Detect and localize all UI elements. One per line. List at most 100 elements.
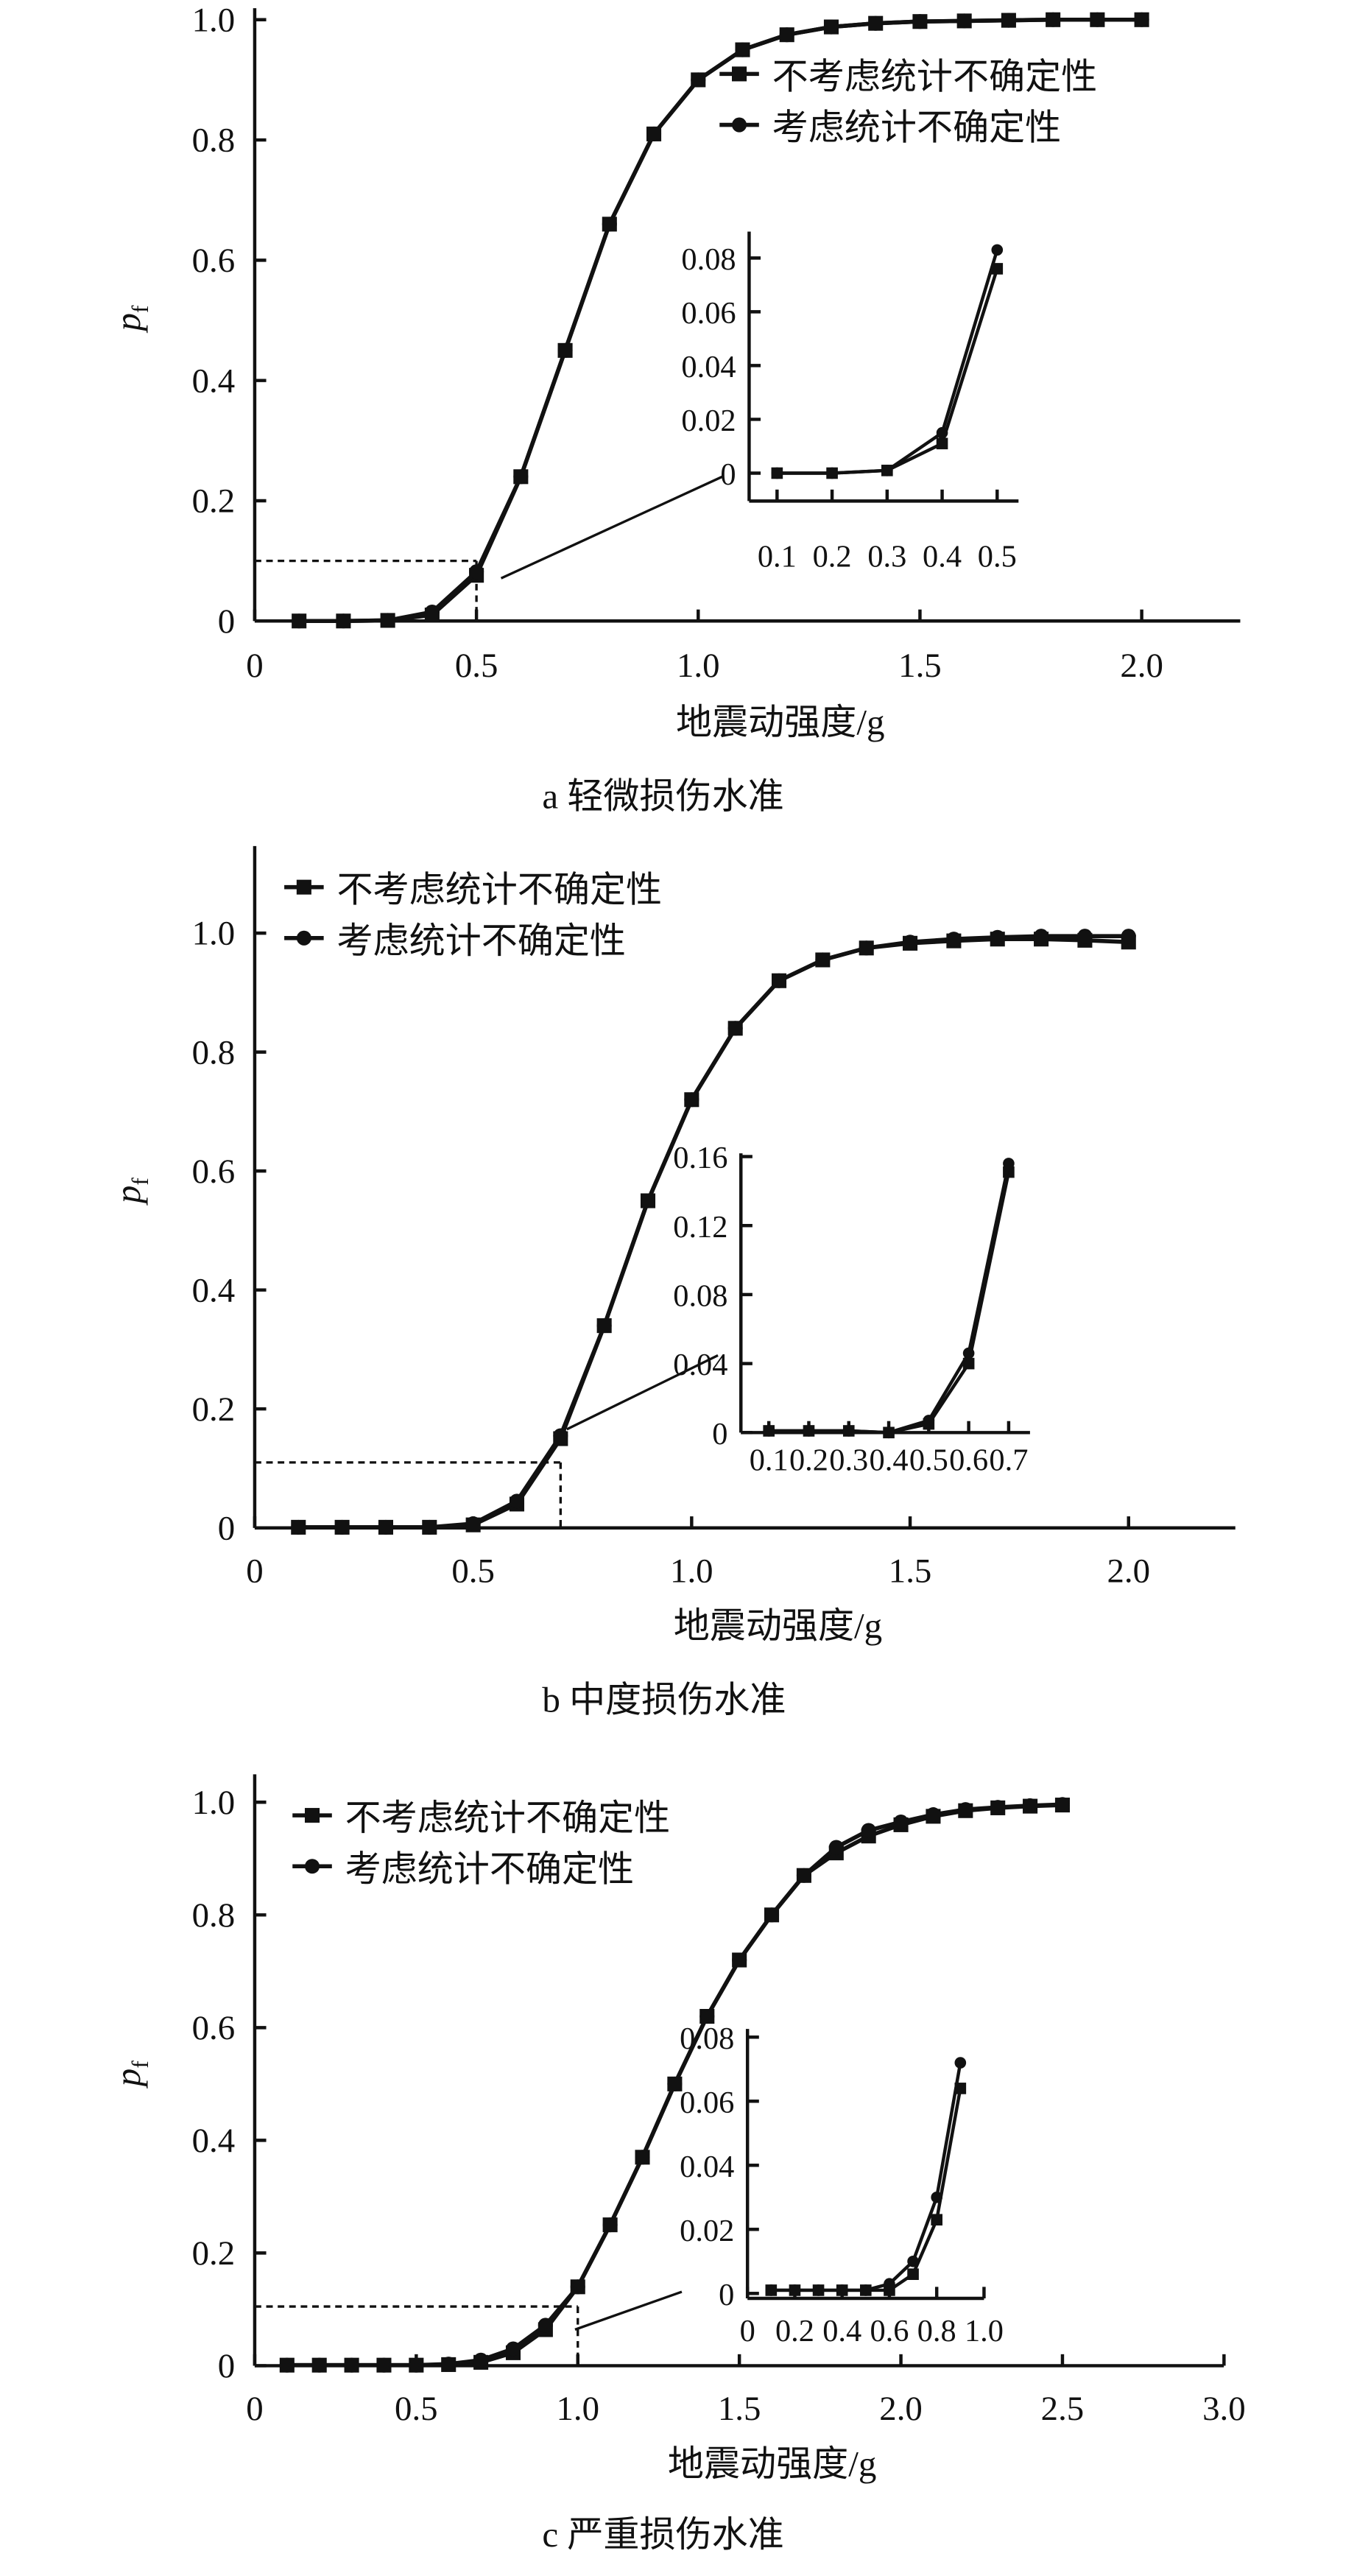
inset-x-tick-label: 0.6 [870, 2314, 909, 2348]
legend-label: 考虑统计不确定性 [345, 1848, 635, 1889]
data-point-circle [570, 2279, 585, 2295]
data-point-circle [732, 1952, 747, 1968]
inset-data-point-circle [883, 1426, 895, 1439]
legend-label: 不考虑统计不确定性 [336, 870, 662, 910]
inset-chart: 0.1 0.2 0.3 0.4 0.5 0.6 0.7 0 0.04 0.08 0.12 0.16 [673, 1141, 1030, 1478]
inset-data-point-circle [789, 2284, 801, 2296]
inset-data-point-circle [826, 467, 838, 479]
data-point-circle [646, 126, 662, 141]
inset-data-point-circle [954, 2057, 967, 2069]
inset-y-tick-label: 0.04 [673, 1348, 727, 1382]
inset-x-tick-label: 0.3 [829, 1443, 868, 1478]
data-point-circle [958, 1802, 973, 1817]
inset-y-tick-label: 0 [712, 1417, 727, 1451]
data-point-circle [946, 932, 962, 947]
inset-series-line-circle [777, 249, 999, 475]
data-point-circle [771, 973, 787, 988]
y-axis-label: pf [107, 1178, 153, 1206]
data-point-circle [602, 217, 617, 232]
inset-y-tick-label: 0 [720, 457, 736, 492]
inset-x-tick-label: 0.4 [870, 1443, 909, 1478]
data-point-circle [912, 14, 928, 29]
y-tick-label: 0.8 [192, 122, 236, 160]
inset-data-point-circle [765, 2284, 778, 2296]
x-axis-label: 地震动强度/g [676, 702, 884, 742]
x-tick-label: 1.5 [889, 1552, 932, 1590]
data-point-circle [828, 1840, 844, 1855]
inset-data-point-circle [763, 1425, 775, 1437]
inset-series-line-square [769, 1172, 1011, 1435]
inset-data-point-circle [812, 2284, 825, 2296]
inset-x-tick-label: 0.2 [789, 1443, 828, 1478]
data-point-circle [990, 1800, 1006, 1815]
x-axis-label: 地震动强度/g [668, 2443, 876, 2484]
inset-data-point-circle [962, 1347, 975, 1359]
inset-y-tick-label: 0.08 [673, 1279, 727, 1314]
y-tick-label: 0.2 [192, 2234, 236, 2273]
y-axis-label: pf [107, 305, 153, 334]
y-tick-label: 0 [218, 2347, 235, 2385]
chart-a: 0 0.5 1.0 1.5 2.0 0 0.2 0.4 0.6 0.8 1.0 pf 地震动强度/g a … [107, 1, 1241, 817]
x-tick-label: 1.5 [898, 647, 942, 685]
data-point-circle [1134, 12, 1149, 27]
inset-data-point-circle [803, 1425, 815, 1437]
inset-data-point-circle [931, 2191, 943, 2203]
legend-marker-circle [296, 930, 311, 946]
data-point-circle [596, 1318, 612, 1334]
inset-x-tick-label: 0.5 [978, 540, 1017, 574]
data-point-circle [699, 2008, 715, 2024]
inset-x-tick-label: 0.8 [917, 2314, 956, 2348]
inset-data-point-circle [991, 244, 1004, 256]
inset-chart: 0.1 0.2 0.3 0.4 0.5 0 0.02 0.04 0.06 0.08 [681, 231, 1019, 574]
data-point-circle [557, 342, 573, 358]
data-point-circle [469, 564, 484, 580]
data-point-circle [509, 1493, 525, 1509]
inset-x-tick-label: 0.1 [750, 1443, 789, 1478]
data-point-circle [859, 940, 874, 956]
inset-chart: 0 0.2 0.4 0.6 0.8 1.0 0 0.02 0.04 0.06 0.08 [680, 2021, 1004, 2348]
y-tick-label: 0.2 [192, 482, 236, 521]
data-point-circle [334, 1519, 350, 1535]
data-point-circle [893, 1815, 909, 1830]
data-point-circle [640, 1193, 656, 1208]
y-tick-label: 0.4 [192, 1271, 236, 1309]
data-point-circle [1034, 929, 1049, 944]
inset-connector-line [566, 1354, 719, 1431]
data-point-circle [1090, 12, 1105, 27]
legend-marker-square [296, 879, 311, 895]
x-tick-label: 2.0 [879, 2390, 923, 2428]
inset-y-tick-label: 0.04 [681, 350, 736, 384]
inset-connector-line [500, 475, 724, 580]
inset-data-point-square [991, 263, 1004, 275]
y-tick-label: 0.6 [192, 2009, 236, 2047]
legend-label: 不考虑统计不确定性 [772, 56, 1098, 96]
inset-x-tick-label: 0.2 [813, 540, 852, 574]
inset-data-point-circle [884, 2278, 895, 2290]
data-point-circle [727, 1021, 743, 1036]
data-point-circle [311, 2357, 327, 2373]
inset-y-tick-label: 0.04 [680, 2150, 734, 2184]
inset-data-point-square [931, 2214, 943, 2226]
inset-y-tick-label: 0.08 [681, 242, 736, 277]
data-point-circle [292, 613, 307, 629]
inset-data-point-circle [923, 1415, 935, 1426]
x-axis-label: 地震动强度/g [674, 1605, 882, 1646]
chart-c: 0 0.5 1.0 1.5 2.0 2.5 3.000.20.40.60.81.0pf地震动… [107, 1774, 1246, 2555]
inset-data-point-square [936, 437, 948, 450]
y-tick-label: 0.8 [192, 1896, 236, 1935]
inset-x-tick-label: 0 [740, 2314, 755, 2348]
inset-y-tick-label: 0.16 [673, 1141, 727, 1175]
x-tick-label: 0 [246, 1552, 263, 1590]
inset-data-point-circle [771, 467, 783, 479]
data-point-circle [735, 42, 750, 57]
x-tick-label: 0 [246, 647, 263, 685]
inset-data-point-circle [1003, 1158, 1015, 1169]
data-point-circle [815, 952, 831, 968]
inset-y-tick-label: 0.02 [681, 404, 736, 438]
data-point-circle [513, 469, 529, 485]
data-point-circle [764, 1907, 780, 1923]
data-point-circle [336, 613, 351, 629]
y-tick-label: 0 [218, 1509, 235, 1547]
data-point-circle [505, 2341, 521, 2357]
caption: a 轻微损伤水准 [542, 776, 783, 817]
